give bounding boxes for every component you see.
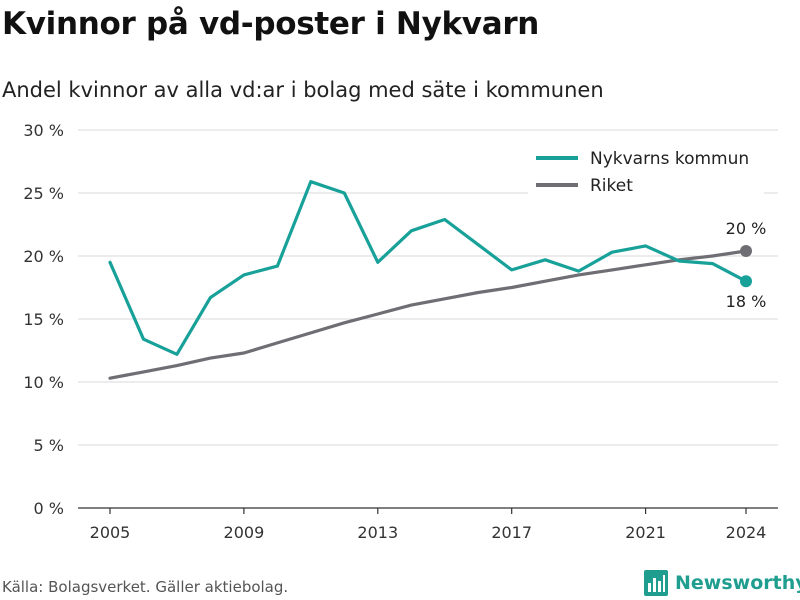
y-tick-label: 20 % xyxy=(23,247,64,266)
legend-background xyxy=(528,142,764,198)
bar-chart-logo-icon xyxy=(644,570,668,596)
end-point-riket xyxy=(740,244,752,257)
x-tick-label: 2024 xyxy=(726,523,767,542)
y-tick-label: 10 % xyxy=(23,373,64,392)
x-tick-label: 2017 xyxy=(491,523,532,542)
x-tick-label: 2005 xyxy=(90,523,131,542)
y-tick-label: 5 % xyxy=(34,436,64,455)
series-line-riket xyxy=(108,249,748,380)
y-tick-label: 15 % xyxy=(23,310,64,329)
y-tick-label: 30 % xyxy=(23,121,64,140)
y-tick-label: 0 % xyxy=(34,499,64,518)
brand-logo: Newsworthy xyxy=(644,568,800,598)
series-line-nykvarn xyxy=(108,180,748,356)
y-tick-label: 25 % xyxy=(23,184,64,203)
brand-name: Newsworthy xyxy=(675,572,800,594)
x-tick-label: 2021 xyxy=(625,523,666,542)
end-label-riket: 20 % xyxy=(726,219,767,238)
chart-subtitle: Andel kvinnor av alla vd:ar i bolag med … xyxy=(2,78,604,102)
x-tick-label: 2009 xyxy=(224,523,265,542)
x-tick-label: 2013 xyxy=(357,523,398,542)
end-label-nykvarn: 18 % xyxy=(726,292,767,311)
legend-label: Riket xyxy=(590,176,633,196)
chart-title: Kvinnor på vd-poster i Nykvarn xyxy=(2,6,540,42)
source-note: Källa: Bolagsverket. Gäller aktiebolag. xyxy=(2,578,289,596)
legend-label: Nykvarns kommun xyxy=(590,149,749,169)
end-point-nykvarn xyxy=(740,275,752,288)
